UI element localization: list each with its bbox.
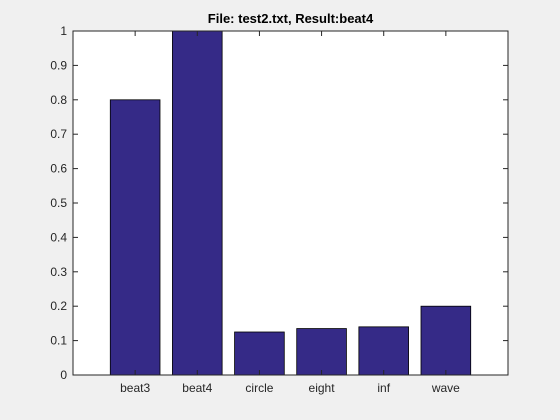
y-axis-ticks: 0 0.1 0.2 0.3 0.4 0.5 0.6 0.7 0.8 0.9 1 [50,24,508,382]
bar-beat4 [172,30,223,376]
y-tick-label: 0.5 [50,196,67,210]
y-tick-label: 0.3 [50,265,67,279]
y-tick-label: 0.8 [50,93,67,107]
y-tick-label: 0.1 [50,334,67,348]
y-tick-label: 1 [60,24,67,38]
bar-inf [358,326,409,376]
x-tick-label-circle: circle [245,381,273,395]
bar-beat3 [109,99,161,376]
bar-wave [420,305,472,376]
y-tick-label: 0.2 [50,299,67,313]
y-tick-label: 0.4 [50,230,67,244]
x-tick-label-eight: eight [309,381,336,395]
y-tick-label: 0.7 [50,127,67,141]
bar-group [109,30,472,376]
y-tick-label: 0.9 [50,58,67,72]
chart-title: File: test2.txt, Result:beat4 [208,11,374,26]
bar-eight [296,328,347,376]
x-tick-label-beat4: beat4 [182,381,212,395]
x-tick-label-beat3: beat3 [120,381,150,395]
y-tick-label: 0 [60,368,67,382]
bar-circle [234,331,285,376]
x-axis-ticks: beat3 beat4 circle eight inf wave [120,31,460,395]
x-tick-label-inf: inf [377,381,390,395]
y-tick-label: 0.6 [50,162,67,176]
x-tick-label-wave: wave [431,381,460,395]
